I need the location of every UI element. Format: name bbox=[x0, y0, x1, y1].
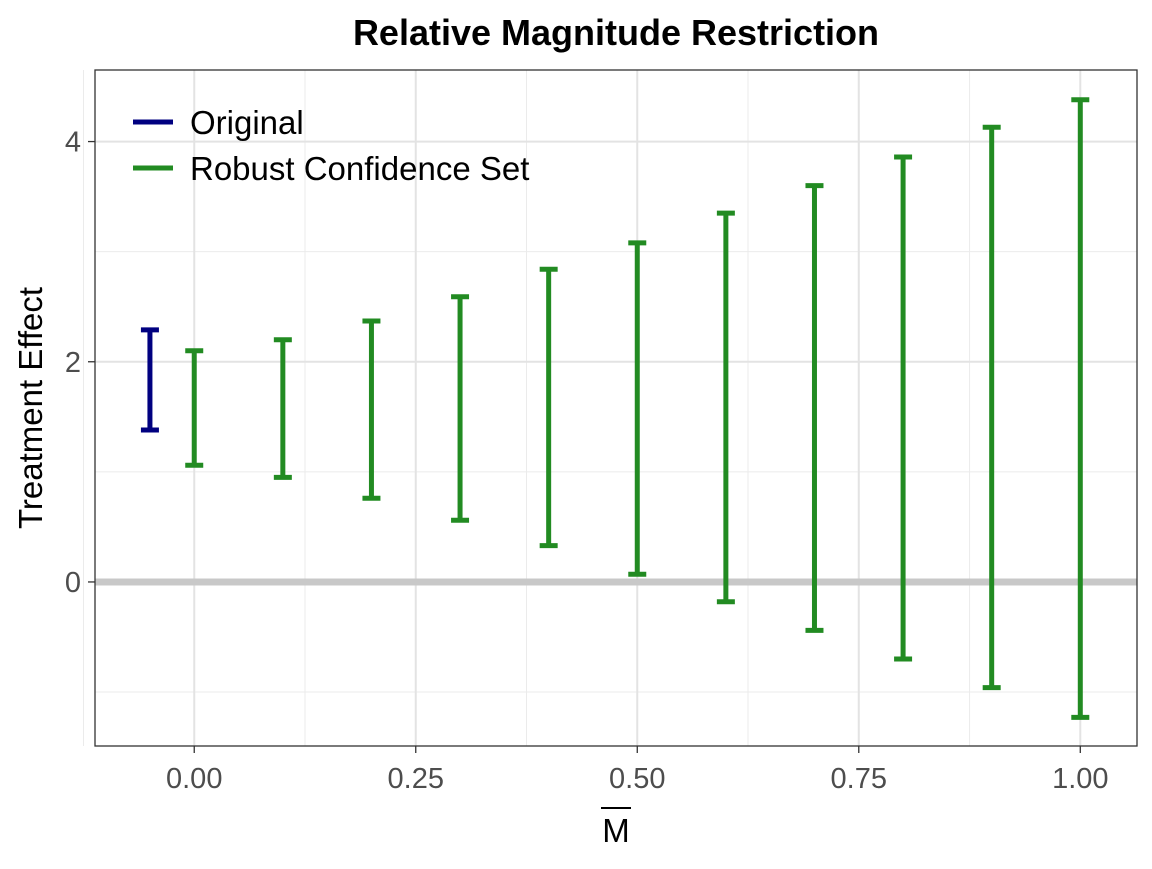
x-axis-label: M bbox=[602, 812, 630, 849]
error-bar bbox=[716, 210, 735, 605]
x-tick-label: 0.25 bbox=[388, 763, 444, 795]
y-tick-label: 0 bbox=[65, 567, 81, 599]
legend-label: Original bbox=[190, 104, 304, 141]
error-bar bbox=[451, 294, 470, 523]
y-tick-label: 4 bbox=[65, 127, 81, 159]
error-bar bbox=[1071, 97, 1090, 720]
error-bar bbox=[628, 240, 647, 577]
x-tick-label: 0.75 bbox=[831, 763, 887, 795]
error-bar bbox=[273, 337, 292, 480]
error-bar bbox=[140, 327, 159, 433]
x-tick-label: 0.50 bbox=[609, 763, 665, 795]
chart-title: Relative Magnitude Restriction bbox=[353, 12, 879, 53]
legend-label: Robust Confidence Set bbox=[190, 150, 529, 187]
plot-border bbox=[94, 69, 1138, 747]
error-bar bbox=[982, 124, 1001, 691]
error-bar bbox=[362, 318, 381, 501]
error-bar bbox=[539, 266, 558, 549]
y-axis-label: Treatment Effect bbox=[12, 287, 49, 529]
x-tick-label: 0.00 bbox=[166, 763, 222, 795]
error-bar bbox=[805, 183, 824, 633]
error-bar bbox=[894, 154, 913, 662]
error-bar bbox=[185, 348, 204, 468]
y-tick-label: 2 bbox=[65, 347, 81, 379]
x-tick-label: 1.00 bbox=[1052, 763, 1108, 795]
marks bbox=[95, 97, 1137, 720]
legend: Original Robust Confidence Set bbox=[133, 104, 529, 187]
axes: 0.00 0.25 0.50 0.75 1.00 0 2 4 bbox=[65, 127, 1109, 795]
